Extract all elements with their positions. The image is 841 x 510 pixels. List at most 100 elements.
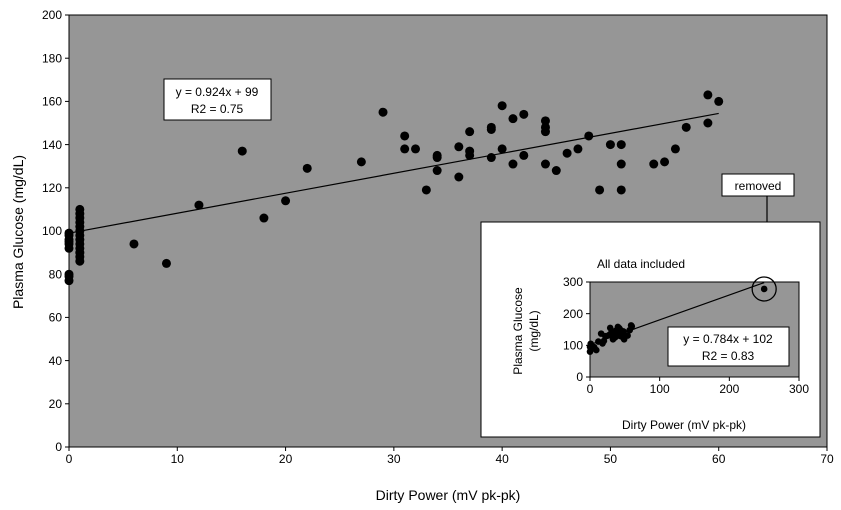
data-point bbox=[454, 172, 464, 182]
data-point bbox=[584, 131, 594, 141]
x-tick-label: 0 bbox=[66, 452, 73, 466]
main-equation-box: y = 0.924x + 99 R2 = 0.75 bbox=[163, 78, 272, 121]
data-point bbox=[660, 157, 670, 167]
data-point bbox=[562, 148, 572, 158]
data-point bbox=[129, 239, 139, 249]
y-tick-label: 180 bbox=[42, 51, 62, 65]
data-point bbox=[465, 146, 475, 156]
y-tick-label: 0 bbox=[55, 440, 62, 454]
data-point bbox=[411, 144, 421, 154]
data-point bbox=[454, 142, 464, 152]
y-tick-label: 60 bbox=[49, 311, 63, 325]
y-tick-label: 300 bbox=[563, 275, 583, 289]
x-tick-label: 70 bbox=[820, 452, 834, 466]
data-point bbox=[681, 122, 691, 132]
data-point bbox=[400, 144, 410, 154]
data-point bbox=[281, 196, 291, 206]
main-points bbox=[64, 90, 724, 286]
data-point bbox=[400, 131, 410, 141]
data-point bbox=[194, 200, 204, 210]
x-tick-label: 50 bbox=[604, 452, 618, 466]
y-tick-label: 120 bbox=[42, 181, 62, 195]
x-tick-label: 10 bbox=[171, 452, 185, 466]
y-tick-label: 200 bbox=[42, 8, 62, 22]
inset-equation-box: y = 0.784x + 102 R2 = 0.83 bbox=[667, 326, 790, 367]
y-tick-label: 140 bbox=[42, 138, 62, 152]
data-point bbox=[592, 346, 600, 354]
data-point bbox=[540, 116, 550, 126]
data-point bbox=[628, 323, 636, 330]
x-tick-label: 60 bbox=[712, 452, 726, 466]
data-point bbox=[649, 159, 659, 169]
data-point bbox=[302, 163, 312, 173]
data-point bbox=[616, 185, 626, 195]
x-tick-label: 200 bbox=[719, 382, 739, 396]
data-point bbox=[465, 127, 475, 137]
inset-y-axis-label-line2: (mg/dL) bbox=[527, 310, 541, 351]
data-point bbox=[378, 107, 388, 117]
data-point bbox=[237, 146, 247, 156]
inset-equation-line2: R2 = 0.83 bbox=[702, 349, 755, 363]
x-tick-label: 30 bbox=[387, 452, 401, 466]
data-point bbox=[259, 213, 269, 223]
x-tick-label: 0 bbox=[587, 382, 594, 396]
x-tick-label: 40 bbox=[495, 452, 509, 466]
y-tick-label: 100 bbox=[42, 224, 62, 238]
main-x-axis-label: Dirty Power (mV pk-pk) bbox=[376, 487, 521, 503]
data-point bbox=[519, 150, 529, 160]
data-point bbox=[432, 166, 442, 176]
data-point bbox=[760, 285, 768, 293]
data-point bbox=[703, 90, 713, 100]
y-tick-label: 160 bbox=[42, 95, 62, 109]
y-tick-label: 40 bbox=[49, 354, 63, 368]
main-equation-line1: y = 0.924x + 99 bbox=[176, 85, 259, 99]
data-point bbox=[356, 157, 366, 167]
y-tick-label: 20 bbox=[49, 397, 63, 411]
inset-title: All data included bbox=[597, 257, 685, 271]
data-point bbox=[432, 150, 442, 160]
inset-chart: All data included 0 100 200 300 0 100 200 300 y… bbox=[480, 221, 821, 438]
inset-ticks: 0 100 200 300 0 100 200 300 bbox=[563, 275, 809, 396]
data-point bbox=[519, 109, 529, 119]
data-point bbox=[497, 101, 507, 111]
inset-equation-line1: y = 0.784x + 102 bbox=[683, 332, 773, 346]
main-ticks: 0 20 40 60 80 100 120 140 160 180 200 0 10 20 30 40 50 60… bbox=[42, 8, 834, 466]
data-point bbox=[64, 269, 74, 279]
removed-label: removed bbox=[735, 179, 782, 193]
y-tick-label: 100 bbox=[563, 339, 583, 353]
data-point bbox=[421, 185, 431, 195]
outlier-highlight-circle bbox=[751, 276, 777, 302]
data-point bbox=[624, 332, 631, 339]
data-point bbox=[595, 185, 605, 195]
data-point bbox=[540, 122, 550, 132]
data-point bbox=[161, 258, 171, 268]
data-point bbox=[486, 153, 496, 163]
data-point bbox=[508, 114, 518, 124]
x-tick-label: 100 bbox=[650, 382, 670, 396]
data-point bbox=[670, 144, 680, 154]
inset-points bbox=[586, 285, 768, 355]
data-point bbox=[616, 140, 626, 150]
y-tick-label: 0 bbox=[576, 370, 583, 384]
x-tick-label: 300 bbox=[789, 382, 809, 396]
y-tick-label: 200 bbox=[563, 307, 583, 321]
data-point bbox=[508, 159, 518, 169]
data-point bbox=[551, 166, 561, 176]
main-trendline bbox=[68, 112, 719, 234]
data-point bbox=[497, 144, 507, 154]
main-equation-line2: R2 = 0.75 bbox=[191, 102, 244, 116]
data-point bbox=[573, 144, 583, 154]
data-point bbox=[64, 228, 74, 238]
data-point bbox=[540, 159, 550, 169]
data-point bbox=[75, 204, 85, 214]
data-point bbox=[714, 96, 724, 106]
x-tick-label: 20 bbox=[279, 452, 293, 466]
data-point bbox=[486, 122, 496, 132]
data-point bbox=[605, 140, 615, 150]
data-point bbox=[703, 118, 713, 128]
y-tick-label: 80 bbox=[49, 267, 63, 281]
inset-x-axis-label: Dirty Power (mV pk-pk) bbox=[622, 418, 746, 432]
inset-y-axis-label-line1: Plasma Glucose bbox=[511, 287, 525, 375]
main-y-axis-label: Plasma Glucose (mg/dL) bbox=[10, 155, 26, 309]
